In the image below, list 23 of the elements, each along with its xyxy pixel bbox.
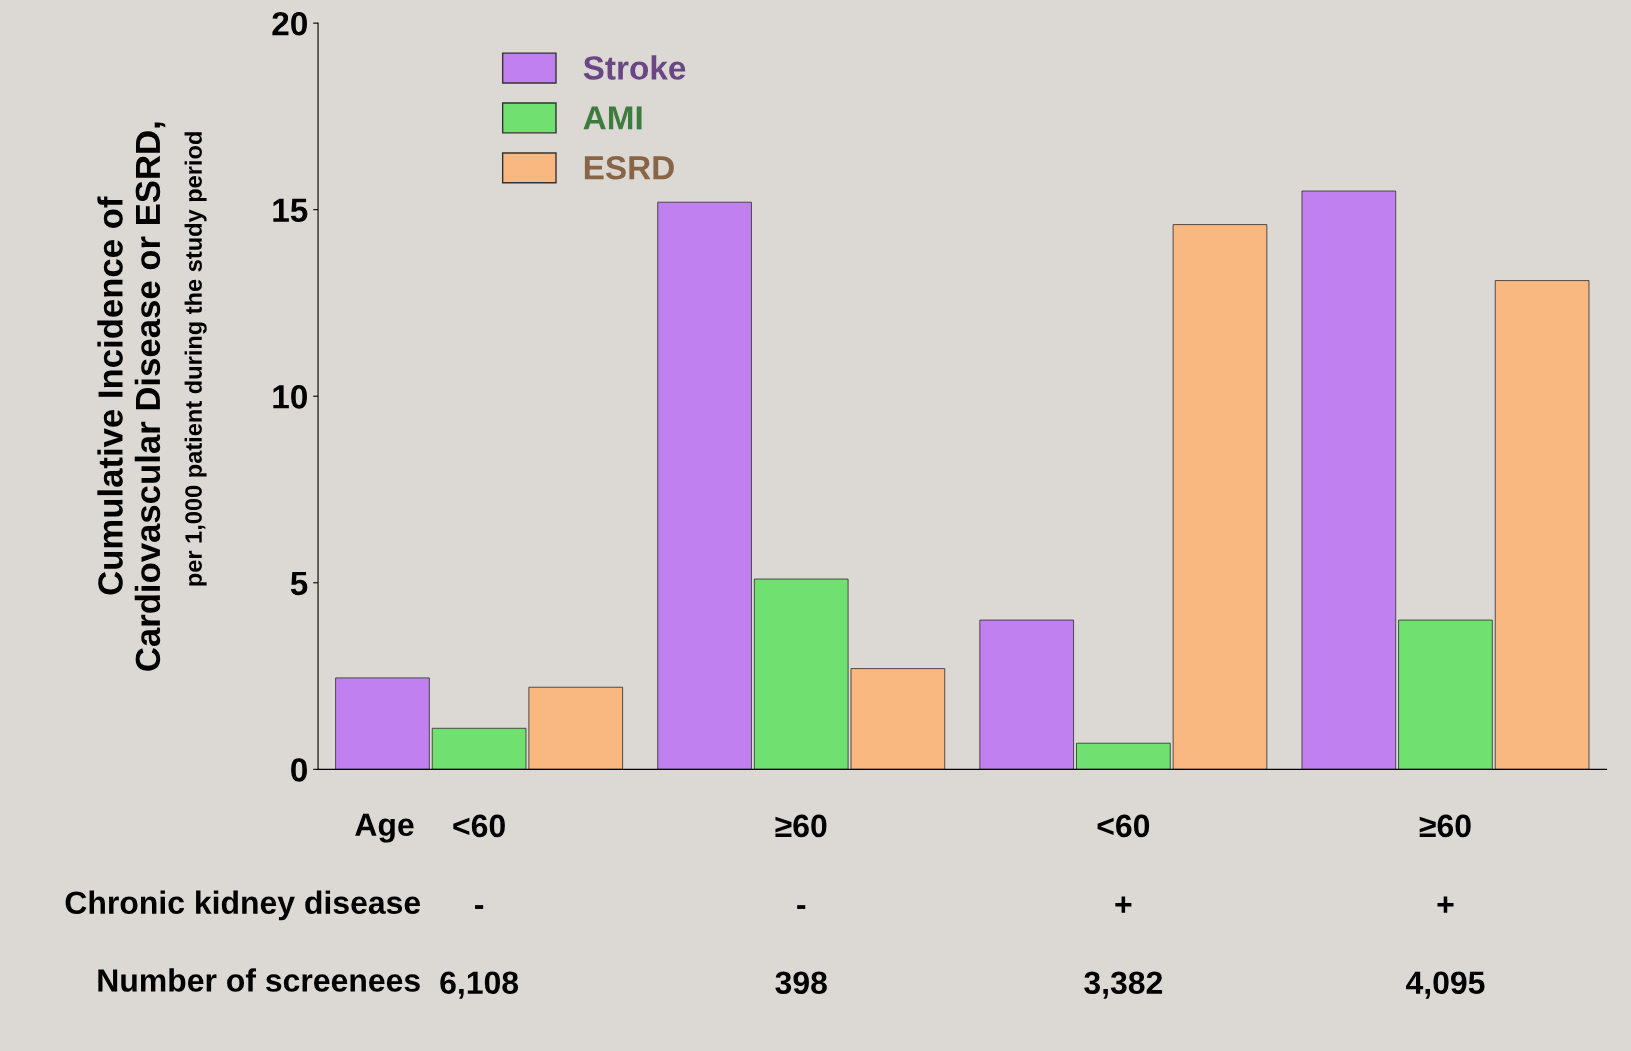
bar: [1494, 280, 1590, 770]
category-label: <60 + 3,382: [1084, 814, 1163, 999]
bar: [1398, 619, 1493, 770]
bar: [979, 619, 1074, 770]
legend-label: Stroke: [583, 55, 686, 80]
bar: [335, 677, 430, 770]
y-tick-label: 15: [273, 198, 308, 223]
bar: [657, 201, 752, 770]
legend-label: ESRD: [584, 156, 674, 180]
text: Chronic kidney disease: [65, 890, 421, 921]
legend-label: AMI: [583, 106, 642, 130]
bar: [1301, 190, 1397, 770]
text: Number of screenees: [98, 968, 420, 992]
category-label: ≥60 + 4,095: [1405, 814, 1485, 999]
y-tick-label: 0: [291, 758, 307, 782]
text: Age: [355, 813, 414, 843]
category-label: <60 - 6,108: [440, 814, 519, 999]
category-label: ≥60 - 398: [775, 814, 827, 995]
text: per 1,000 patient during the study period: [184, 132, 207, 586]
y-axis-title: Cumulative Incidence of Cardiovascular Disease or ESRD,: [97, 122, 166, 671]
y-tick-label: 5: [290, 571, 308, 596]
y-tick-label: 10: [273, 385, 307, 409]
y-tick-label: 20: [272, 11, 307, 36]
